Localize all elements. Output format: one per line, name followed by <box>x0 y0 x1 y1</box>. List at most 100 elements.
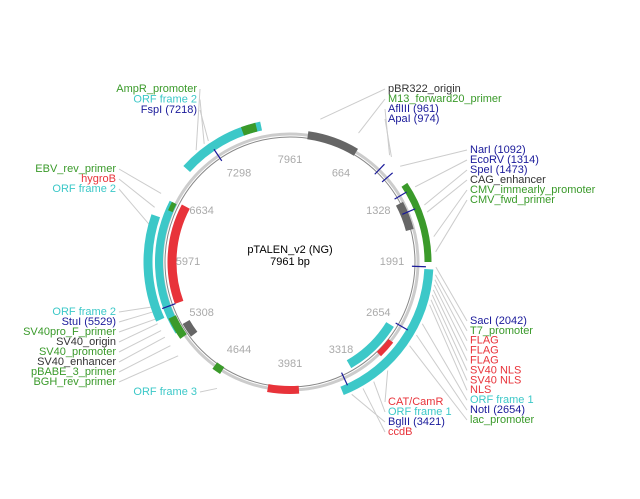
connector <box>384 370 389 403</box>
feature-label: AflIII (961) <box>388 103 439 115</box>
connector <box>384 118 392 158</box>
feature-label: CMV_immearly_promoter <box>470 184 596 196</box>
connector <box>118 188 150 225</box>
connector <box>416 334 468 411</box>
feature-arc <box>376 338 394 357</box>
connector <box>118 336 166 363</box>
connector <box>435 199 468 253</box>
feature-label: NotI (2654) <box>470 404 525 416</box>
feature-arc <box>155 200 183 334</box>
feature-label: BGH_rev_primer <box>33 376 116 388</box>
connector <box>118 178 155 208</box>
connector <box>199 99 205 144</box>
connector <box>400 149 468 167</box>
connector <box>199 109 209 142</box>
feature-arc <box>346 322 394 369</box>
feature-label: ORF frame 2 <box>133 93 197 105</box>
feature-label: FLAG <box>470 345 499 357</box>
feature-label: FLAG <box>470 335 499 347</box>
connector <box>426 179 468 213</box>
site-tick <box>381 172 394 183</box>
connector <box>118 330 162 353</box>
connector <box>362 388 386 433</box>
ruler-label: 3981 <box>278 358 302 370</box>
connector <box>358 98 386 134</box>
feature-label: FLAG <box>470 355 499 367</box>
feature-label: M13_forward20_primer <box>388 93 502 105</box>
site-tick <box>341 372 349 386</box>
connector <box>429 304 468 391</box>
connector <box>434 279 468 342</box>
feature-arc <box>240 122 258 136</box>
ruler-label: 4644 <box>227 344 251 356</box>
feature-label: CAG_enhancer <box>470 174 546 186</box>
feature-label: AmpR_promoter <box>116 83 197 95</box>
site-tick <box>161 303 176 310</box>
feature-label: FspI (7218) <box>141 104 197 116</box>
plasmid-name: pTALEN_v2 (NG) <box>247 244 332 256</box>
connector <box>409 345 468 421</box>
ruler-label: 6634 <box>189 205 213 217</box>
site-tick <box>374 163 385 175</box>
feature-label: SacI (2042) <box>470 315 527 327</box>
ruler-label: 1991 <box>380 256 404 268</box>
connector <box>118 355 179 383</box>
connector <box>435 266 468 322</box>
connector <box>435 274 468 332</box>
feature-label: SV40_promoter <box>39 346 116 358</box>
connector <box>424 169 468 206</box>
feature-label: NLS <box>470 384 491 396</box>
feature-arc <box>182 319 198 337</box>
plasmid-length: 7961 bp <box>270 256 310 268</box>
feature-label: BglII (3421) <box>388 416 445 428</box>
connector <box>433 189 468 237</box>
feature-label: StuI (5529) <box>62 316 116 328</box>
feature-arc <box>168 315 187 339</box>
feature-label: lac_promoter <box>470 414 535 426</box>
connector <box>373 381 386 413</box>
connector <box>431 294 468 371</box>
connector <box>320 88 386 120</box>
feature-arc <box>167 204 190 304</box>
ruler-label: 2654 <box>366 307 390 319</box>
ruler-label: 7961 <box>278 154 302 166</box>
feature-arc <box>395 201 414 232</box>
feature-label: SV40_origin <box>56 336 116 348</box>
feature-arc <box>143 214 165 322</box>
connector <box>432 289 468 361</box>
feature-arc <box>307 131 358 156</box>
feature-arc <box>168 201 177 213</box>
feature-label: SpeI (1473) <box>470 164 527 176</box>
connector <box>433 284 468 351</box>
feature-label: CMV_fwd_primer <box>470 194 555 206</box>
ruler-label: 5971 <box>176 256 200 268</box>
connector <box>414 159 468 188</box>
feature-label: NarI (1092) <box>470 144 526 156</box>
site-tick <box>402 208 416 215</box>
feature-label: CAT/CamR <box>388 396 443 408</box>
connector <box>118 318 156 333</box>
feature-arc <box>212 362 225 374</box>
feature-label: hygroB <box>81 173 116 185</box>
connector <box>118 311 153 323</box>
feature-label: SV40 NLS <box>470 364 521 376</box>
feature-label: ORF frame 1 <box>388 406 452 418</box>
ruler-label: 7298 <box>227 168 251 180</box>
feature-arc <box>267 384 300 394</box>
feature-label: SV40pro_F_primer <box>23 326 116 338</box>
connector <box>421 323 468 401</box>
ruler-label: 3318 <box>329 344 353 356</box>
connector <box>118 345 171 373</box>
connector <box>195 88 201 151</box>
feature-label: pBABE_3_primer <box>31 366 116 378</box>
connector <box>118 168 162 194</box>
feature-label: SV40 NLS <box>470 374 521 386</box>
feature-label: SV40_enhancer <box>37 356 116 368</box>
feature-label: EcoRV (1314) <box>470 154 539 166</box>
feature-label: EBV_rev_primer <box>35 163 116 175</box>
feature-label: ccdB <box>388 426 412 438</box>
feature-label: pBR322_origin <box>388 83 461 95</box>
connector <box>118 306 152 313</box>
features <box>143 121 434 396</box>
